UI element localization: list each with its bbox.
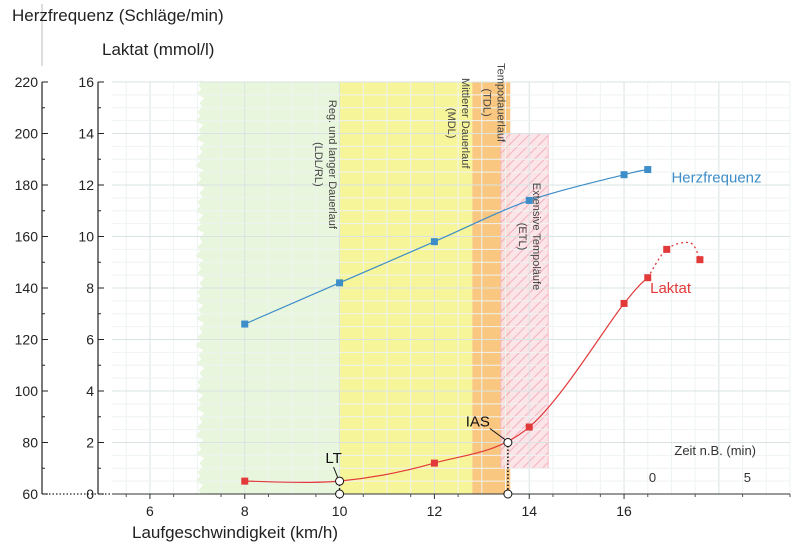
annotation-label-ias: IAS	[466, 414, 490, 431]
zone-label-line: (LDL/RL)	[312, 142, 324, 187]
lactate-tick-label: 2	[86, 435, 94, 451]
zone-label-1: Mittlerer Dauerlauf(MDL)	[445, 78, 471, 169]
lactate-tick-label: 0	[86, 486, 94, 502]
zone-label-3: Extensive Tempoläufe(ETL)	[516, 183, 542, 290]
annotation-pointer	[489, 428, 506, 440]
hr-tick-label: 200	[15, 126, 39, 142]
hr-point	[241, 320, 249, 328]
hr-tick-label: 80	[22, 435, 38, 451]
x-tick-label: 12	[427, 503, 443, 519]
lactate-tick-label: 8	[86, 280, 94, 296]
recovery-tick-label: 0	[649, 470, 656, 485]
lactate-point	[644, 274, 652, 282]
hr-point	[525, 196, 533, 204]
lactate-tick-label: 14	[78, 126, 94, 142]
x-tick-label: 6	[146, 503, 154, 519]
hr-tick-label: 120	[15, 332, 39, 348]
lactate-point	[696, 256, 704, 264]
zone-label-line: (ETL)	[516, 223, 528, 251]
lactate-point	[620, 299, 628, 307]
x-tick-label: 8	[241, 503, 249, 519]
lactate-tick-label: 6	[86, 332, 94, 348]
x-axis-title: Laufgeschwindigkeit (km/h)	[132, 523, 338, 542]
annotation-pointer	[333, 466, 339, 478]
lactate-point	[241, 477, 249, 485]
hr-axis-title: Herzfrequenz (Schläge/min)	[12, 6, 224, 25]
hr-tick-label: 100	[15, 383, 39, 399]
annotations: Reg. und langer Dauerlauf(LDL/RL) Mittler…	[312, 63, 756, 499]
lactate-point	[663, 245, 671, 253]
x-tick-label: 14	[521, 503, 537, 519]
lactate-series-label: Laktat	[650, 280, 692, 297]
annotation-label-lt: LT	[325, 450, 341, 467]
zone-label-line: Reg. und langer Dauerlauf	[326, 100, 338, 230]
hr-point	[644, 166, 652, 174]
zone-label-line: (MDL)	[445, 108, 457, 139]
hr-point	[620, 171, 628, 179]
hr-tick-label: 60	[22, 486, 38, 502]
hr-point	[336, 279, 344, 287]
zone-label-line: Extensive Tempoläufe	[530, 183, 542, 290]
threshold-marker	[503, 438, 513, 447]
hr-point	[430, 238, 438, 246]
threshold-axis-marker	[503, 489, 513, 499]
recovery-tick-label: 5	[744, 470, 751, 485]
x-tick-label: 10	[332, 503, 348, 519]
lactate-tick-label: 12	[78, 177, 94, 193]
lactate-point	[430, 459, 438, 467]
grid-lines	[112, 81, 791, 495]
x-tick-label: 16	[616, 503, 632, 519]
threshold-marker	[335, 476, 345, 486]
lactate-recovery-line	[647, 241, 701, 279]
lactate-axis-title: Laktat (mmol/l)	[102, 40, 215, 59]
zone-label-0: Reg. und langer Dauerlauf(LDL/RL)	[312, 100, 338, 230]
zone-label-line: (TDL)	[480, 89, 492, 117]
hr-series-label: Herzfrequenz	[671, 169, 761, 186]
hr-tick-label: 160	[15, 229, 39, 245]
lactate-tick-label: 10	[78, 229, 94, 245]
lactate-tick-label: 16	[78, 74, 94, 90]
lactate-tick-label: 4	[86, 383, 94, 399]
recovery-axis-label: Zeit n.B. (min)	[674, 443, 756, 458]
zone-label-2: Tempodauerlauf(TDL)	[480, 63, 506, 143]
zone-label-line: Tempodauerlauf	[494, 63, 506, 143]
zone-label-line: Mittlerer Dauerlauf	[459, 78, 471, 169]
lactate-point	[525, 423, 533, 431]
hr-tick-label: 180	[15, 177, 39, 193]
hr-tick-label: 220	[15, 74, 39, 90]
hr-tick-label: 140	[15, 280, 39, 296]
threshold-axis-marker	[335, 489, 345, 499]
